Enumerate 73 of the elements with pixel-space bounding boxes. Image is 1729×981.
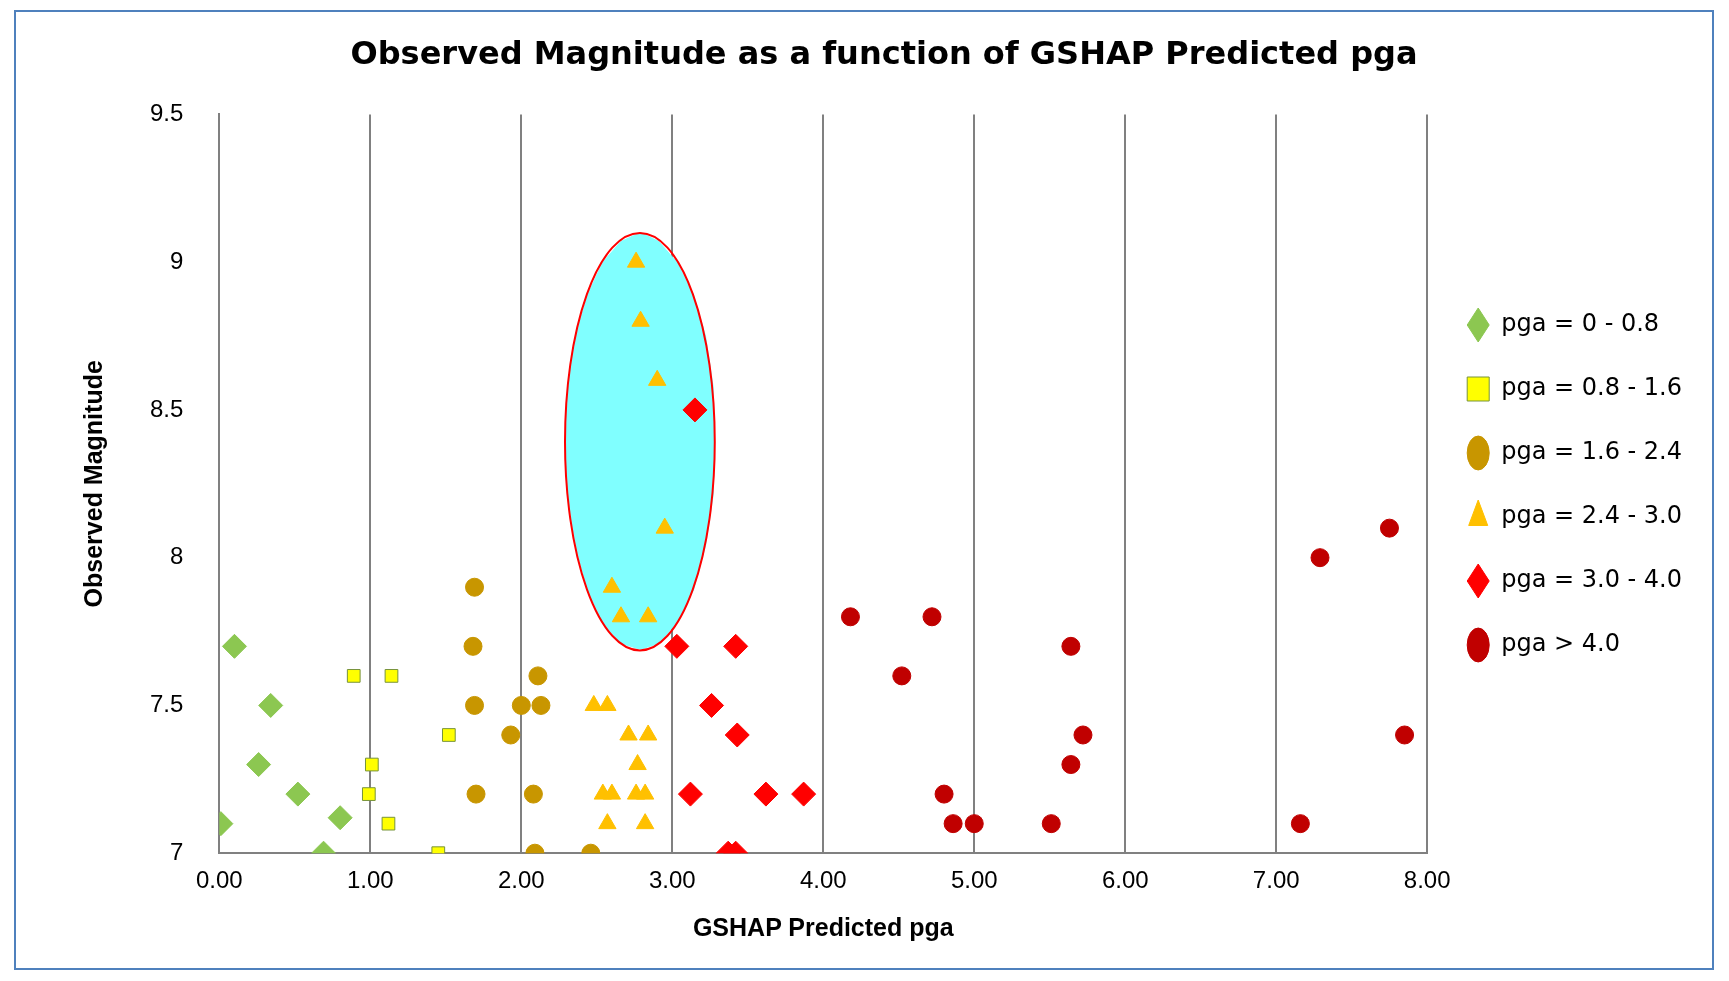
- point: [626, 251, 646, 268]
- x-tick-label: 6.00: [1101, 866, 1149, 894]
- y-axis-title: Observed Magnitude: [78, 360, 107, 608]
- point: [791, 781, 817, 807]
- point: [1061, 755, 1081, 775]
- point: [384, 669, 399, 683]
- point: [840, 607, 860, 627]
- x-tick-label: 8.00: [1403, 866, 1451, 894]
- y-tick-label: 8: [170, 542, 184, 570]
- point: [258, 692, 284, 718]
- y-tick-label: 7.5: [149, 690, 184, 718]
- point: [463, 636, 483, 656]
- legend-label: pga = 0.8 - 1.6: [1501, 373, 1682, 402]
- y-tick-label: 7: [170, 837, 184, 865]
- legend-label: pga = 2.4 - 3.0: [1501, 501, 1682, 530]
- point: [922, 607, 942, 627]
- point: [638, 606, 658, 623]
- point: [381, 816, 396, 831]
- point: [511, 695, 531, 715]
- point: [677, 781, 703, 807]
- x-tick-label: 5.00: [950, 866, 998, 894]
- point: [753, 781, 779, 807]
- x-tick-label: 7.00: [1252, 866, 1300, 894]
- chart-title: Observed Magnitude as a function of GSHAP Predicted pga: [350, 33, 1418, 72]
- point: [611, 606, 631, 623]
- point: [465, 577, 485, 597]
- x-tick-label: 3.00: [648, 866, 696, 894]
- legend-label: pga > 4.0: [1501, 629, 1620, 658]
- x-tick-label: 2.00: [497, 866, 545, 894]
- point: [699, 692, 725, 718]
- x-axis-title: GSHAP Predicted pga: [692, 912, 955, 941]
- point: [221, 633, 247, 659]
- point: [892, 666, 912, 686]
- point: [466, 784, 486, 804]
- x-tick-label: 1.00: [346, 866, 394, 894]
- point: [1073, 725, 1093, 745]
- point: [465, 695, 485, 715]
- legend-label: pga = 3.0 - 4.0: [1501, 565, 1682, 594]
- point: [1310, 548, 1330, 568]
- point: [648, 369, 667, 386]
- point: [528, 666, 548, 686]
- legend-label: pga = 0 - 0.8: [1501, 309, 1660, 338]
- point: [501, 725, 521, 745]
- y-tick-label: 9.5: [149, 99, 184, 127]
- point: [664, 633, 690, 659]
- point: [531, 695, 551, 715]
- point: [1041, 814, 1061, 834]
- y-tick-label: 9: [170, 246, 184, 274]
- point: [441, 728, 456, 742]
- point: [655, 517, 674, 534]
- point: [285, 781, 311, 807]
- point: [682, 397, 708, 423]
- point: [934, 784, 954, 804]
- point: [361, 787, 376, 801]
- x-tick-label: 4.00: [799, 866, 847, 894]
- point: [724, 722, 750, 748]
- point: [364, 757, 379, 772]
- x-tick-label: 0.00: [196, 866, 243, 894]
- point: [1395, 725, 1415, 745]
- point: [1290, 814, 1310, 834]
- point: [327, 805, 353, 831]
- legend-label: pga = 1.6 - 2.4: [1501, 437, 1682, 466]
- point: [723, 633, 749, 659]
- point: [631, 310, 650, 327]
- point: [346, 669, 361, 683]
- point: [1061, 636, 1081, 656]
- point: [943, 814, 963, 834]
- point: [523, 784, 543, 804]
- point: [602, 576, 622, 593]
- point: [246, 752, 272, 778]
- point: [964, 814, 984, 834]
- point: [1379, 518, 1399, 538]
- y-tick-label: 8.5: [149, 394, 184, 422]
